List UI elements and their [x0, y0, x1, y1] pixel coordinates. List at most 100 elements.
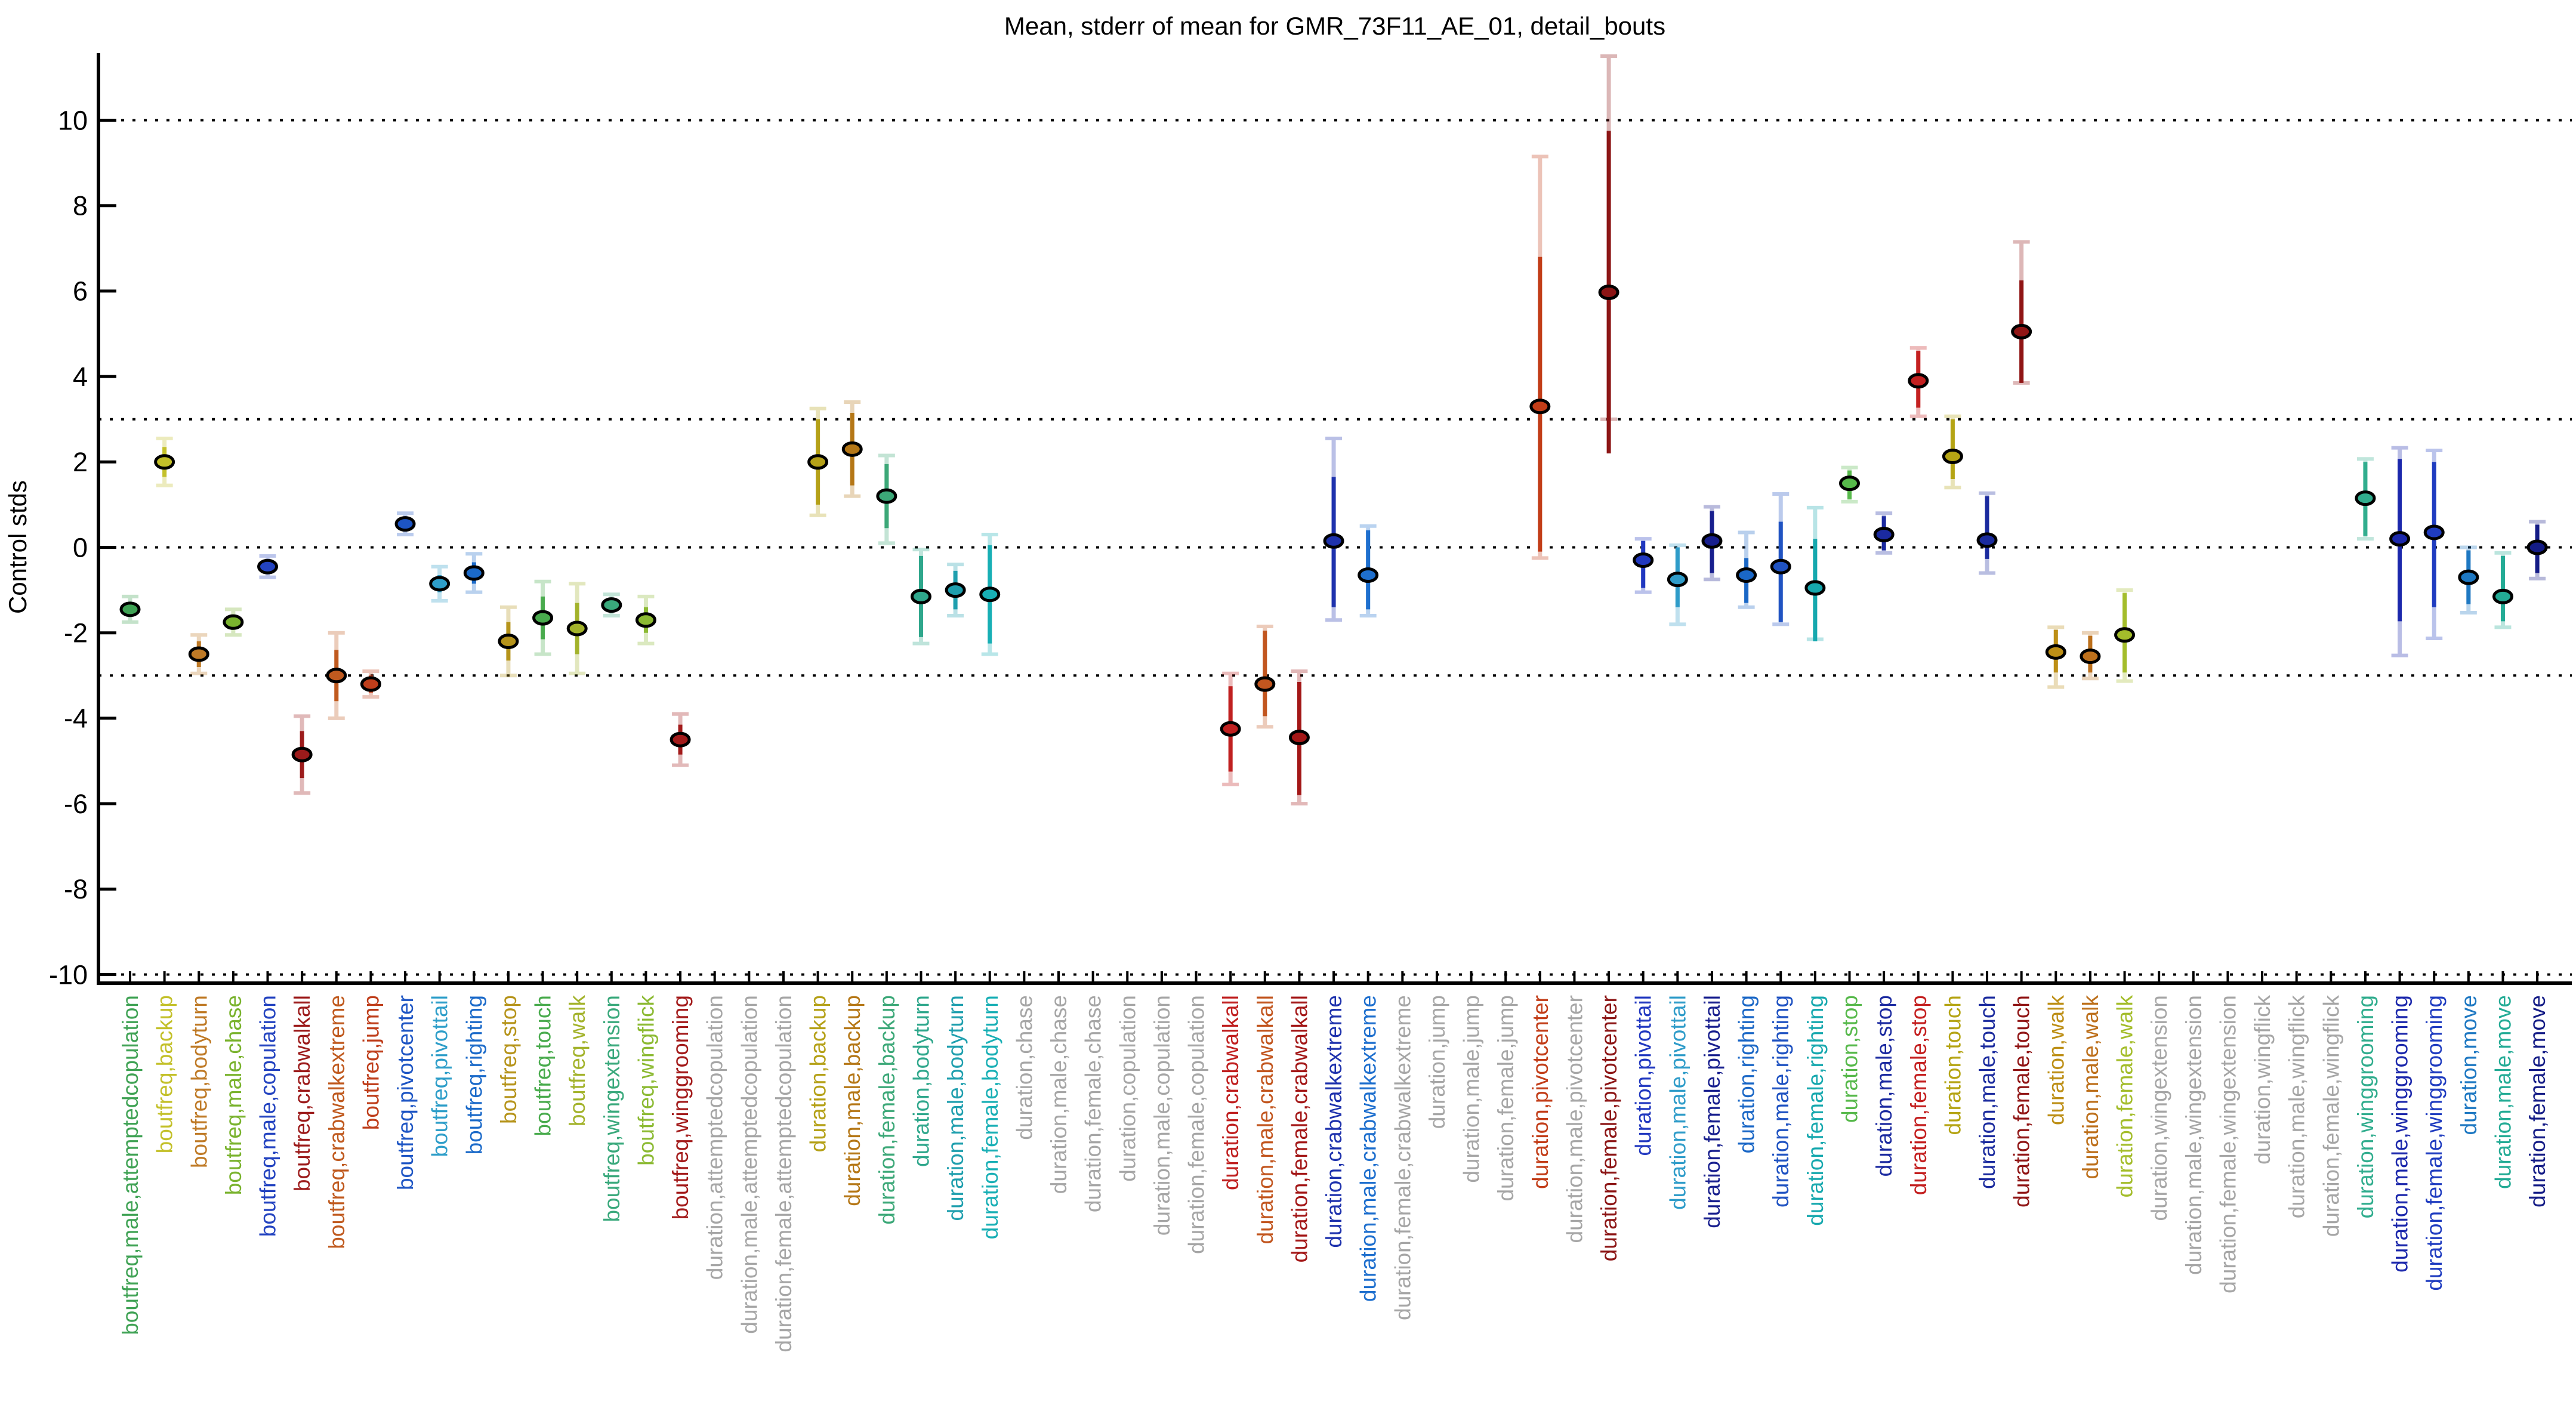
y-tick-label: -10: [49, 959, 88, 990]
mean-marker: [2114, 627, 2136, 643]
data-point: [360, 669, 381, 699]
y-tick-label: -4: [64, 703, 88, 734]
x-tick-label: boutfreq,righting: [462, 995, 486, 1154]
x-tick-label: duration,move: [2457, 995, 2481, 1135]
data-point: [1529, 155, 1551, 560]
x-tick-label: duration,female,wingflick: [2319, 995, 2343, 1237]
data-point: [910, 548, 931, 646]
x-tick-label: duration,male,winggrooming: [2388, 995, 2413, 1273]
y-tick-label: 2: [73, 447, 88, 477]
data-point: [1976, 491, 1998, 575]
y-tick-label: -6: [64, 789, 88, 819]
x-tick-label: duration,male,chase: [1047, 995, 1071, 1194]
x-tick-label: duration,female,jump: [1494, 995, 1518, 1202]
data-series: [119, 54, 2548, 806]
x-tick-label: duration,righting: [1735, 995, 1759, 1153]
data-point: [566, 582, 588, 675]
x-tick-label: boutfreq,backup: [153, 995, 177, 1153]
data-point: [601, 592, 622, 618]
mean-marker: [1908, 373, 1929, 389]
mean-marker: [1839, 475, 1860, 492]
data-point: [429, 564, 451, 603]
x-tick-label: duration,stop: [1838, 995, 1862, 1123]
mean-marker: [635, 612, 656, 628]
data-point: [2389, 446, 2411, 657]
mean-marker: [1736, 567, 1757, 583]
data-point: [979, 533, 1001, 656]
x-tick-label: duration,male,backup: [840, 995, 865, 1206]
data-point: [1839, 465, 1860, 504]
x-tick-label: duration,female,pivottail: [1700, 995, 1724, 1228]
mean-marker: [601, 597, 622, 613]
x-tick-label: duration,female,bodyturn: [978, 995, 1002, 1239]
mean-marker: [1358, 567, 1379, 583]
x-tick-label: duration,male,jump: [1460, 995, 1484, 1183]
mean-marker: [1529, 399, 1551, 415]
data-point: [1358, 524, 1379, 618]
data-point: [1873, 511, 1895, 555]
x-tick-label: duration,female,walk: [2113, 995, 2137, 1198]
y-tick-label: -2: [64, 617, 88, 648]
x-tick-label: boutfreq,bodyturn: [187, 995, 211, 1168]
x-tick-label: duration,female,crabwalkextreme: [1390, 995, 1415, 1320]
data-point: [1633, 537, 1654, 594]
x-tick-label: duration,crabwalkall: [1218, 995, 1243, 1190]
mean-marker: [532, 610, 554, 626]
mean-marker: [1254, 676, 1276, 692]
mean-marker: [463, 565, 485, 581]
mean-marker: [2458, 569, 2479, 585]
x-tick-label: duration,male,move: [2491, 995, 2515, 1189]
x-tick-label: duration,wingflick: [2250, 995, 2275, 1165]
data-point: [1598, 54, 1619, 453]
x-tick-label: duration,female,wingextension: [2216, 995, 2240, 1293]
mean-marker: [807, 454, 829, 470]
x-tick-label: boutfreq,wingextension: [600, 995, 624, 1222]
data-point: [1804, 505, 1826, 642]
mean-marker: [394, 516, 416, 532]
mean-marker: [979, 586, 1001, 603]
data-point: [1667, 543, 1688, 626]
x-tick-label: duration,male,touch: [1975, 995, 2000, 1189]
x-tick-label: duration,male,crabwalkall: [1253, 995, 1278, 1244]
data-point: [2526, 520, 2548, 580]
y-tick-label: -8: [64, 874, 88, 904]
y-tick-label: 6: [73, 276, 88, 307]
x-tick-label: duration,female,winggrooming: [2422, 995, 2447, 1291]
data-point: [2080, 631, 2101, 681]
data-point: [188, 633, 209, 675]
x-tick-label: duration,female,crabwalkall: [1287, 995, 1312, 1262]
x-tick-label: duration,wingextension: [2147, 995, 2171, 1221]
mean-marker: [1701, 533, 1723, 549]
mean-marker: [188, 646, 209, 662]
mean-marker: [1598, 285, 1619, 301]
mean-marker: [876, 488, 897, 504]
chart-title: Mean, stderr of mean for GMR_73F11_AE_01…: [1004, 12, 1665, 40]
x-tick-label: duration,female,attemptedcopulation: [772, 995, 796, 1352]
x-tick-label: boutfreq,male,attemptedcopulation: [118, 995, 143, 1335]
data-point: [2011, 240, 2032, 385]
data-point: [2492, 551, 2513, 629]
mean-marker: [1976, 532, 1998, 548]
x-tick-label: boutfreq,winggrooming: [668, 995, 693, 1219]
x-tick-label: duration,backup: [806, 995, 831, 1152]
y-tick-label: 10: [58, 105, 88, 135]
x-tick-label: duration,walk: [2044, 995, 2068, 1126]
data-point: [1770, 492, 1791, 626]
mean-marker: [1770, 558, 1791, 575]
mean-marker: [1667, 572, 1688, 588]
data-point: [532, 579, 554, 656]
mean-marker: [360, 676, 381, 692]
x-tick-label: duration,female,pivotcenter: [1597, 995, 1621, 1261]
data-point: [1701, 505, 1723, 582]
x-tick-label: duration,male,pivotcenter: [1562, 995, 1587, 1243]
mean-marker: [1288, 730, 1310, 746]
data-point: [841, 400, 863, 498]
mean-marker: [2526, 539, 2548, 555]
mean-marker: [2080, 648, 2101, 665]
mean-marker: [1633, 552, 1654, 568]
mean-marker: [841, 441, 863, 457]
data-point: [1908, 346, 1929, 418]
data-point: [2458, 545, 2479, 615]
mean-marker: [429, 576, 451, 592]
